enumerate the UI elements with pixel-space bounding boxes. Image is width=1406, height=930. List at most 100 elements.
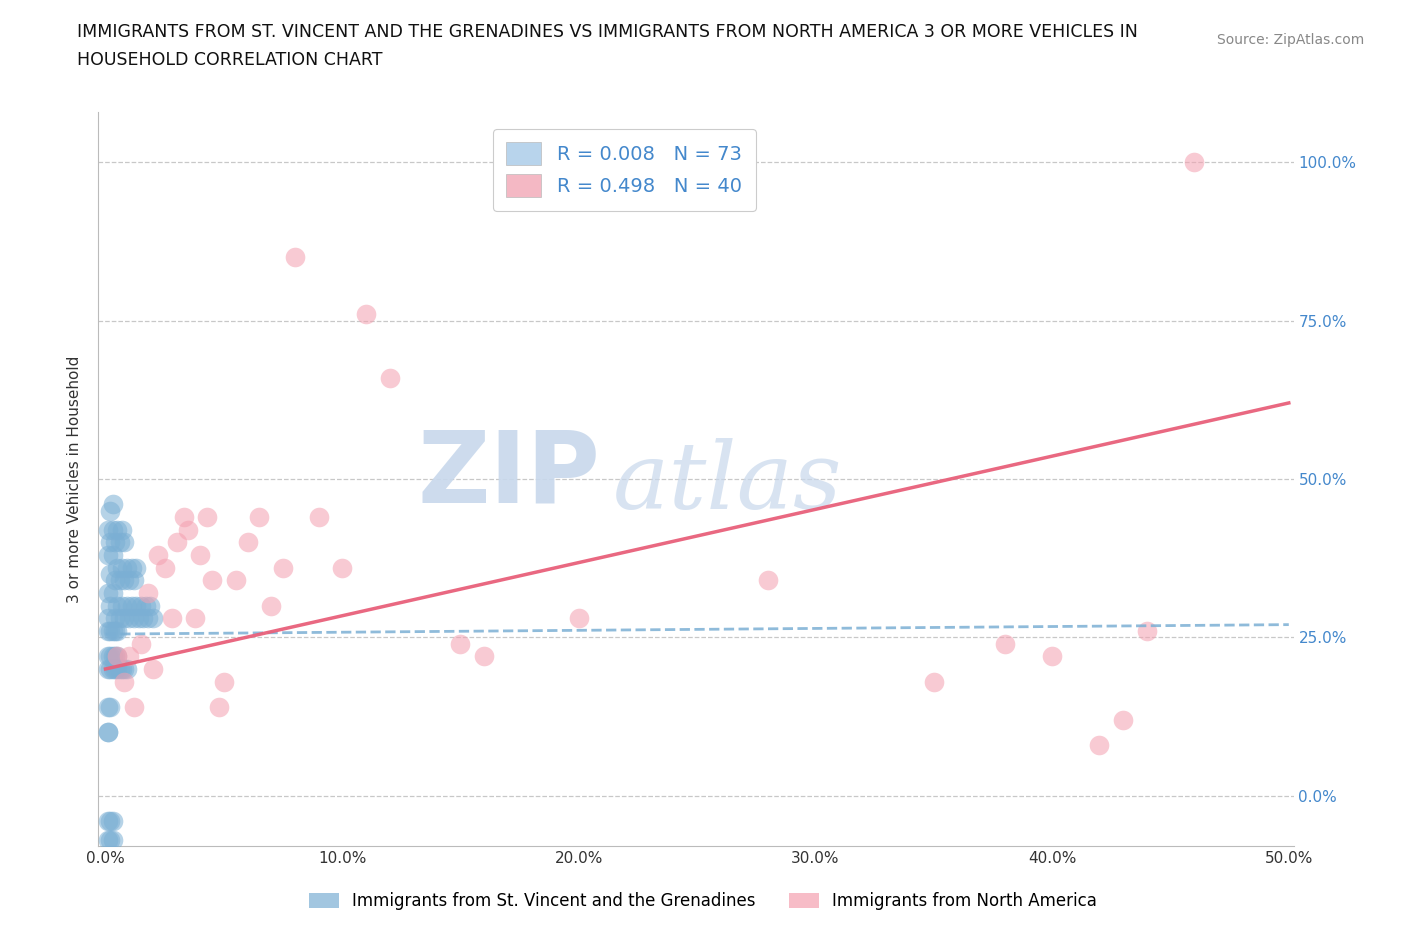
Point <box>129 636 152 651</box>
Point <box>115 560 138 575</box>
Point <box>97 724 120 739</box>
Point <box>108 573 131 588</box>
Point <box>271 560 294 575</box>
Point <box>121 598 143 613</box>
Point <box>1136 623 1159 638</box>
Point <box>97 548 120 563</box>
Point <box>98 503 121 518</box>
Point <box>98 598 121 613</box>
Point <box>247 510 270 525</box>
Point <box>177 522 200 537</box>
Point <box>101 497 124 512</box>
Point <box>104 649 127 664</box>
Point <box>118 611 141 626</box>
Point <box>111 661 134 676</box>
Point <box>153 560 176 575</box>
Point <box>98 699 121 714</box>
Point <box>114 573 136 588</box>
Text: Source: ZipAtlas.com: Source: ZipAtlas.com <box>1216 33 1364 46</box>
Point <box>114 674 136 689</box>
Point <box>142 661 165 676</box>
Point <box>97 832 120 847</box>
Point <box>98 832 121 847</box>
Point <box>108 535 131 550</box>
Point <box>111 598 134 613</box>
Point <box>1182 154 1205 169</box>
Point <box>166 535 188 550</box>
Point <box>101 586 124 601</box>
Point <box>98 661 121 676</box>
Point <box>97 611 120 626</box>
Point <box>136 611 159 626</box>
Point <box>184 611 207 626</box>
Point <box>568 611 591 626</box>
Point <box>122 573 145 588</box>
Point <box>98 566 121 581</box>
Point <box>160 611 183 626</box>
Point <box>260 598 283 613</box>
Point <box>108 611 131 626</box>
Point <box>97 522 120 537</box>
Point <box>450 636 472 651</box>
Legend: R = 0.008   N = 73, R = 0.498   N = 40: R = 0.008 N = 73, R = 0.498 N = 40 <box>494 128 755 210</box>
Point <box>105 522 128 537</box>
Point <box>97 724 120 739</box>
Point <box>101 649 124 664</box>
Point <box>115 661 138 676</box>
Point <box>111 560 134 575</box>
Text: atlas: atlas <box>613 438 842 527</box>
Point <box>105 560 128 575</box>
Point <box>129 598 152 613</box>
Point <box>142 611 165 626</box>
Point <box>97 814 120 829</box>
Point <box>135 598 157 613</box>
Point <box>97 623 120 638</box>
Y-axis label: 3 or more Vehicles in Household: 3 or more Vehicles in Household <box>67 355 83 603</box>
Point <box>118 649 141 664</box>
Text: IMMIGRANTS FROM ST. VINCENT AND THE GRENADINES VS IMMIGRANTS FROM NORTH AMERICA : IMMIGRANTS FROM ST. VINCENT AND THE GREN… <box>77 23 1139 41</box>
Point <box>101 814 124 829</box>
Point <box>104 623 127 638</box>
Point <box>922 674 945 689</box>
Point <box>121 560 143 575</box>
Point <box>125 598 148 613</box>
Point <box>122 611 145 626</box>
Point <box>125 560 148 575</box>
Point <box>284 250 307 265</box>
Point <box>1112 712 1135 727</box>
Point <box>128 611 150 626</box>
Point <box>97 661 120 676</box>
Point <box>122 699 145 714</box>
Point <box>472 649 495 664</box>
Point <box>98 814 121 829</box>
Point <box>139 598 162 613</box>
Point <box>97 649 120 664</box>
Point <box>98 649 121 664</box>
Legend: Immigrants from St. Vincent and the Grenadines, Immigrants from North America: Immigrants from St. Vincent and the Gren… <box>302 885 1104 917</box>
Point <box>1088 737 1111 752</box>
Point <box>308 510 330 525</box>
Point <box>330 560 353 575</box>
Point <box>101 832 124 847</box>
Point <box>201 573 224 588</box>
Point <box>378 370 401 385</box>
Point <box>105 661 128 676</box>
Text: HOUSEHOLD CORRELATION CHART: HOUSEHOLD CORRELATION CHART <box>77 51 382 69</box>
Point <box>118 573 141 588</box>
Point <box>994 636 1017 651</box>
Point <box>104 535 127 550</box>
Point <box>111 522 134 537</box>
Point <box>136 586 159 601</box>
Point <box>104 661 127 676</box>
Point <box>114 535 136 550</box>
Point <box>101 548 124 563</box>
Text: ZIP: ZIP <box>418 427 600 524</box>
Point <box>105 649 128 664</box>
Point <box>132 611 155 626</box>
Point <box>101 623 124 638</box>
Point <box>105 598 128 613</box>
Point <box>98 623 121 638</box>
Point <box>146 548 169 563</box>
Point <box>98 535 121 550</box>
Point <box>101 522 124 537</box>
